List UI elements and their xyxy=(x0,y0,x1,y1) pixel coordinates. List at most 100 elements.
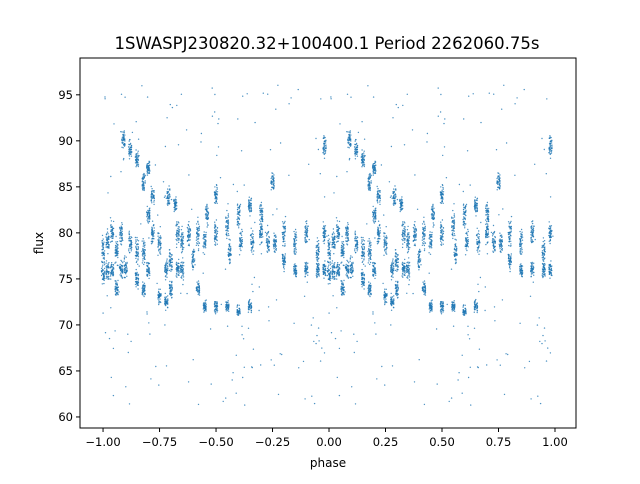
data-point xyxy=(386,236,388,238)
data-point xyxy=(345,234,347,236)
data-point xyxy=(123,257,126,259)
data-point xyxy=(144,174,146,176)
data-point xyxy=(196,243,199,245)
data-point xyxy=(407,269,409,271)
data-point xyxy=(181,225,183,228)
data-point xyxy=(130,250,132,252)
data-point xyxy=(340,290,343,292)
data-point xyxy=(239,313,241,315)
data-point xyxy=(112,227,115,230)
data-point xyxy=(407,241,410,243)
data-point xyxy=(372,169,375,171)
data-point xyxy=(332,265,334,267)
data-point xyxy=(329,276,331,279)
data-point xyxy=(349,271,351,273)
data-point xyxy=(227,227,230,230)
data-point xyxy=(115,235,117,238)
data-point xyxy=(367,262,369,264)
data-point xyxy=(343,244,345,246)
data-point xyxy=(372,216,374,218)
data-point xyxy=(464,254,467,256)
data-point xyxy=(249,211,251,213)
data-point xyxy=(164,302,166,304)
data-point xyxy=(142,174,144,176)
data-point xyxy=(216,305,218,307)
data-point xyxy=(137,283,139,285)
data-point xyxy=(402,276,404,278)
data-point xyxy=(144,242,146,244)
data-point xyxy=(363,278,365,280)
data-point xyxy=(404,272,406,274)
data-point xyxy=(341,288,343,290)
data-point xyxy=(329,274,331,276)
data-point xyxy=(403,265,405,267)
data-point xyxy=(146,164,148,166)
data-point xyxy=(240,245,242,247)
data-point xyxy=(171,258,173,261)
data-point xyxy=(408,279,411,281)
data-point xyxy=(404,238,406,240)
data-point xyxy=(193,250,196,252)
data-point xyxy=(240,233,242,235)
data-point xyxy=(342,249,344,251)
data-point xyxy=(121,146,123,148)
data-point xyxy=(103,250,106,252)
data-point xyxy=(429,306,431,308)
data-point xyxy=(109,275,112,277)
data-point xyxy=(188,237,190,239)
data-point xyxy=(181,242,183,244)
data-point xyxy=(369,240,371,242)
data-point xyxy=(404,262,406,265)
data-point xyxy=(108,244,110,246)
data-point xyxy=(465,248,467,250)
data-point xyxy=(191,266,194,268)
data-point xyxy=(103,275,106,277)
data-point xyxy=(424,242,427,244)
data-point xyxy=(373,218,376,220)
data-point xyxy=(376,199,378,202)
data-point xyxy=(215,238,217,240)
data-point xyxy=(451,301,453,303)
data-point xyxy=(383,241,386,243)
data-point xyxy=(338,232,340,234)
data-point xyxy=(191,263,193,265)
data-point xyxy=(197,249,200,252)
data-point xyxy=(453,203,455,205)
data-point xyxy=(432,222,434,224)
data-point xyxy=(180,246,182,248)
data-point xyxy=(169,285,171,288)
data-point xyxy=(165,263,167,265)
data-point xyxy=(230,254,232,256)
data-point xyxy=(329,253,332,255)
data-point xyxy=(377,202,379,204)
data-point xyxy=(165,268,167,270)
data-point xyxy=(397,286,399,289)
data-point xyxy=(441,305,443,307)
data-point xyxy=(130,244,133,246)
data-point xyxy=(343,252,345,255)
data-point xyxy=(401,196,403,198)
data-point xyxy=(166,301,168,303)
data-point xyxy=(395,290,397,293)
data-point xyxy=(370,286,372,288)
data-point xyxy=(180,239,183,241)
data-point xyxy=(178,231,180,233)
data-point xyxy=(122,262,124,264)
data-point xyxy=(406,262,408,264)
data-point xyxy=(462,224,465,226)
data-point xyxy=(238,207,240,209)
data-point xyxy=(391,304,393,307)
data-point xyxy=(362,260,364,262)
data-point xyxy=(442,184,444,187)
data-point xyxy=(148,209,151,212)
data-point xyxy=(356,244,359,246)
data-point xyxy=(431,231,433,234)
data-point xyxy=(442,307,444,309)
data-point xyxy=(203,253,206,255)
data-point xyxy=(182,270,184,272)
data-point xyxy=(169,265,171,267)
data-point xyxy=(406,239,409,241)
data-point xyxy=(332,242,334,244)
data-point xyxy=(419,248,421,251)
